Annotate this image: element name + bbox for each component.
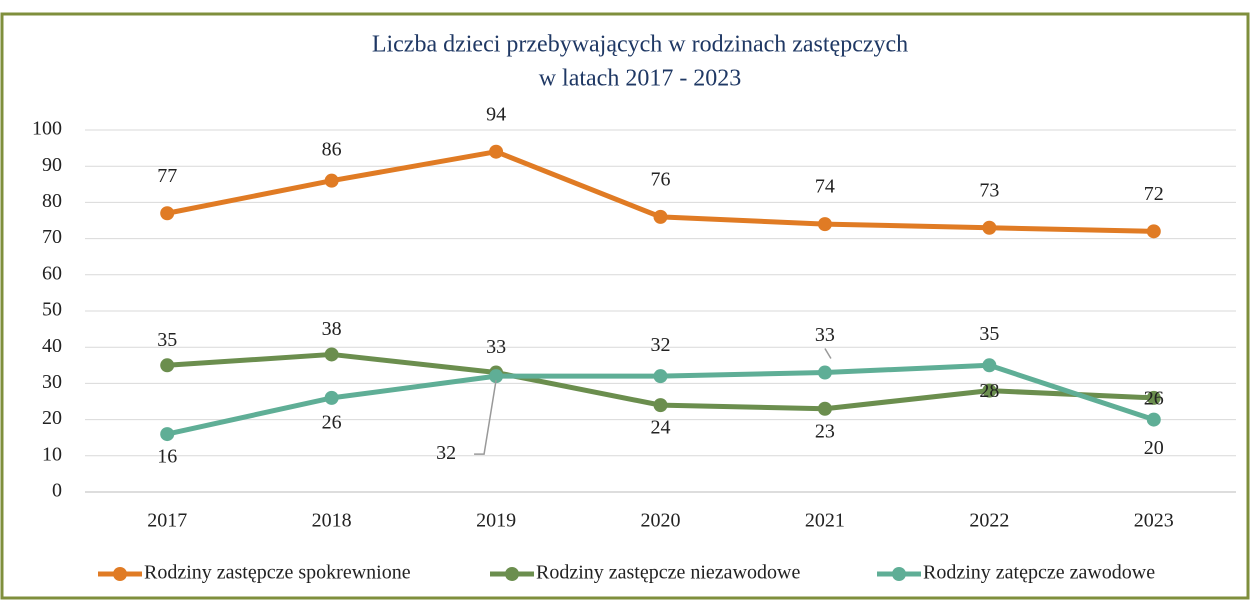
- legend-marker: [892, 567, 906, 581]
- data-label: 38: [322, 318, 342, 340]
- y-tick-label: 80: [42, 190, 62, 212]
- data-point: [1146, 412, 1161, 427]
- data-point: [1146, 224, 1161, 239]
- chart-subtitle: w latach 2017 - 2023: [539, 66, 742, 92]
- data-point: [324, 390, 339, 405]
- data-label: 77: [157, 165, 177, 187]
- x-tick-label: 2023: [1134, 510, 1174, 532]
- x-tick-label: 2017: [147, 510, 187, 532]
- data-label: 26: [322, 411, 342, 433]
- leader-line: [474, 380, 497, 455]
- legend-label: Rodziny zastępcze spokrewnione: [144, 562, 411, 584]
- data-label: 32: [436, 442, 456, 464]
- data-point: [160, 358, 175, 373]
- data-label: 72: [1144, 183, 1164, 205]
- data-point: [1146, 390, 1161, 405]
- data-point: [160, 206, 175, 221]
- y-tick-label: 90: [42, 154, 62, 176]
- y-tick-label: 50: [42, 299, 62, 321]
- data-point: [817, 217, 832, 232]
- x-tick-label: 2019: [476, 510, 516, 532]
- data-point: [982, 220, 997, 235]
- data-point: [653, 398, 668, 413]
- data-label: 94: [486, 103, 506, 125]
- frame: [0, 12, 1250, 600]
- legend-label: Rodziny zatępcze zawodowe: [923, 562, 1155, 584]
- y-tick-label: 70: [42, 226, 62, 248]
- y-tick-label: 30: [42, 371, 62, 393]
- data-label: 26: [1144, 387, 1164, 409]
- data-point: [982, 358, 997, 373]
- data-point: [324, 347, 339, 362]
- data-label: 20: [1144, 437, 1164, 459]
- y-tick-label: 100: [32, 118, 62, 140]
- data-label: 33: [815, 324, 835, 346]
- data-label: 16: [157, 446, 177, 468]
- data-label: 76: [651, 168, 671, 190]
- data-label: 73: [979, 179, 999, 201]
- legend-marker: [505, 567, 519, 581]
- data-point: [982, 383, 997, 398]
- x-tick-label: 2018: [312, 510, 352, 532]
- data-label: 28: [979, 380, 999, 402]
- y-tick-label: 40: [42, 335, 62, 357]
- data-label: 33: [486, 336, 506, 358]
- y-tick-label: 20: [42, 407, 62, 429]
- y-tick-label: 60: [42, 262, 62, 284]
- data-point: [653, 369, 668, 384]
- data-point: [653, 209, 668, 224]
- data-label: 24: [651, 417, 671, 439]
- data-label: 86: [322, 138, 342, 160]
- data-point: [324, 173, 339, 188]
- x-tick-label: 2022: [969, 510, 1009, 532]
- x-tick-label: 2021: [805, 510, 845, 532]
- data-point: [489, 144, 504, 159]
- data-label: 35: [157, 329, 177, 351]
- legend-marker: [113, 567, 127, 581]
- y-tick-label: 10: [42, 443, 62, 465]
- data-point: [817, 365, 832, 380]
- chart-title: Liczba dzieci przebywających w rodzinach…: [372, 32, 908, 58]
- data-label: 35: [979, 323, 999, 345]
- y-tick-label: 0: [52, 480, 62, 502]
- data-point: [489, 369, 504, 384]
- data-label: 74: [815, 176, 835, 198]
- data-point: [817, 401, 832, 416]
- leader-line: [824, 348, 832, 359]
- data-label: 32: [651, 334, 671, 356]
- x-tick-label: 2020: [641, 510, 681, 532]
- data-point: [160, 427, 175, 442]
- legend-label: Rodziny zastępcze niezawodowe: [536, 562, 800, 584]
- data-label: 23: [815, 420, 835, 442]
